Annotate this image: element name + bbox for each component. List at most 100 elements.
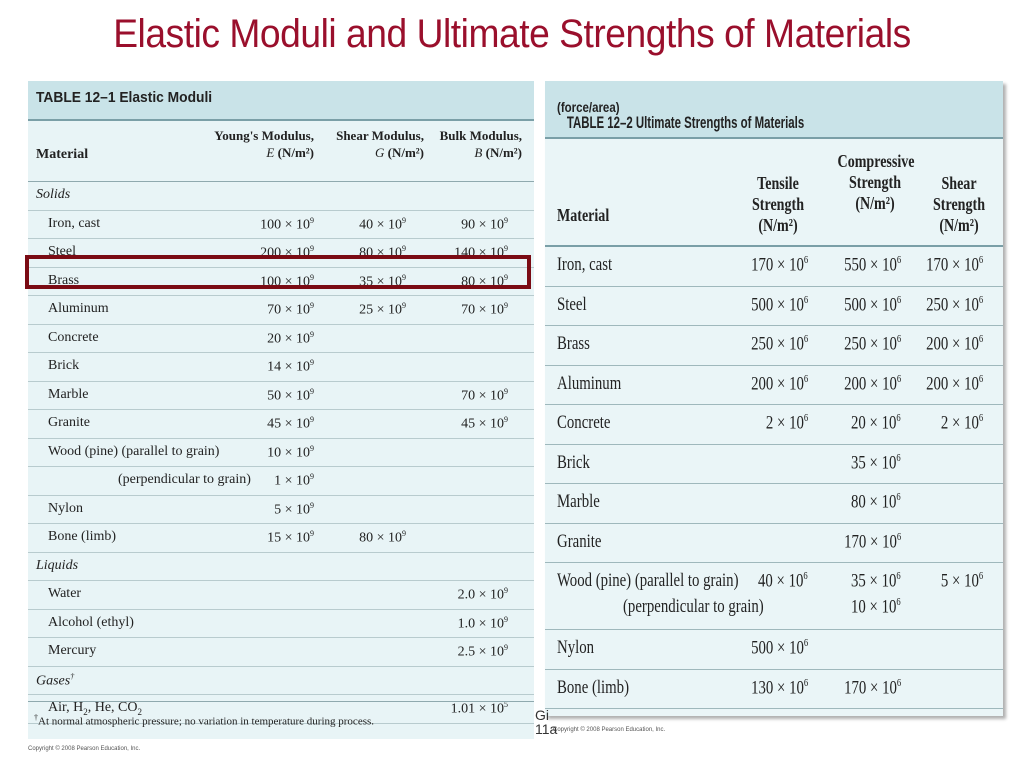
material-name: Liquids [36,557,79,573]
value-cell: 80 × 109 [359,529,406,546]
table-row: Wood (pine) (parallel to grain) (perpendi… [545,563,1003,630]
value-cell: 170 × 106 [750,254,808,276]
header-shear-modulus: Shear Modulus, G (N/m²) [336,128,424,160]
value-cell: 50 × 109 [267,386,314,404]
material-name: Steel [557,293,587,315]
header-shear-strength: Shear Strength (N/m²) [932,173,986,235]
slide-number: Gi 11a [535,707,558,737]
value-cell: 2 × 106 [940,412,983,434]
table-row: Marble 80 × 106 [545,484,1003,524]
value-cell: 25 × 109 [359,301,406,318]
value-cell: 170 × 106 [925,254,983,276]
table-caption: TABLE 12–1 Elastic Moduli [28,81,534,121]
material-name: Marble [557,491,600,512]
material-name: Aluminum [48,301,109,316]
section-row: Liquids [28,553,534,581]
material-name: Bone (limb) [48,529,117,544]
value-cell: 1 × 109 [274,472,314,489]
table-header: Material Young's Modulus, E (N/m²) Shear… [28,121,534,182]
copyright-right: Copyright © 2008 Pearson Education, Inc. [553,727,666,733]
value-cell: 5 × 109 [274,500,314,518]
value-cell: 70 × 109 [461,301,508,318]
material-name-sub: (perpendicular to grain) [623,596,764,617]
table-header: Material Tensile Strength (N/m²) Compress… [545,139,1003,247]
slide-title: Elastic Moduli and Ultimate Strengths of… [113,12,911,56]
table-row: Bone (limb) 130 × 106 170 × 106 [545,670,1003,709]
value-cell: 35 × 106 [851,570,901,592]
table-row: Brick 35 × 106 [545,445,1003,484]
value-cell: 2.5 × 109 [457,643,508,660]
table-row: Brick 14 × 109 [28,353,534,382]
table-body: Iron, cast 170 × 106 550 × 106 170 × 106 Ste… [545,247,1003,709]
material-name: Wood (pine) (parallel to grain) [48,443,220,459]
table-row: Aluminum 70 × 109 25 × 109 70 × 109 [28,296,534,325]
value-cell: 45 × 109 [461,415,508,432]
header-material: Material [36,147,89,162]
table-row: Iron, cast 100 × 109 40 × 109 90 × 109 [28,211,534,239]
material-name: Brass [557,333,590,354]
value-cell: 500 × 106 [750,637,808,659]
table-row: Iron, cast 170 × 106 550 × 106 170 × 106 [545,247,1003,287]
table-row: Steel 500 × 106 500 × 106 250 × 106 [545,287,1003,326]
value-cell: 70 × 109 [461,386,508,404]
brass-row-highlight [25,255,531,289]
material-name: Marble [48,386,89,402]
table-row: Marble 50 × 109 70 × 109 [28,382,534,410]
table-caption: TABLE 12–2 Ultimate Strengths of Materia… [545,81,1003,139]
header-compressive-strength: Compressive Strength (N/m²) [837,151,915,213]
material-name: Wood (pine) (parallel to grain) [557,570,739,591]
value-cell: 20 × 106 [851,412,901,434]
material-name: Aluminum [557,372,622,394]
table-row: Granite 45 × 109 45 × 109 [28,410,534,439]
value-cell: 550 × 106 [843,254,901,276]
value-cell: 200 × 106 [843,372,901,394]
table-row: Bone (limb) 15 × 109 80 × 109 [28,524,534,553]
value-cell: 90 × 109 [461,215,508,233]
material-name: Air, H2, He, CO2 [48,700,142,717]
ultimate-strengths-table: TABLE 12–2 Ultimate Strengths of Materia… [545,81,1003,716]
value-cell: 500 × 106 [750,293,808,315]
material-name: Brass [48,272,80,288]
value-cell: 10 × 106 [851,596,901,618]
table-body: Solids Iron, cast 100 × 109 40 × 109 90 × 10… [28,182,534,724]
material-name: Bone (limb) [557,676,630,698]
value-cell: 40 × 106 [758,570,808,592]
elastic-moduli-table: TABLE 12–1 Elastic Moduli Material Young… [28,81,534,739]
value-cell: 170 × 106 [843,530,901,552]
value-cell: 40 × 109 [359,215,406,233]
value-cell: 10 × 109 [267,443,314,461]
value-cell: 1.0 × 109 [457,614,508,632]
header-tensile-strength: Tensile Strength (N/m²) [751,173,805,235]
section-row: Gases† [28,667,534,695]
material-name: Mercury [48,643,97,658]
header-bulk-modulus: Bulk Modulus, B (N/m²) [439,128,522,160]
value-cell: 2.0 × 109 [457,586,508,603]
value-cell: 80 × 106 [851,491,901,513]
material-name: Gases† [36,671,75,689]
table-row: Aluminum 200 × 106 200 × 106 200 × 106 [545,366,1003,405]
material-name: Brick [48,358,80,373]
value-cell: 14 × 109 [267,358,314,375]
value-cell: 130 × 106 [750,676,808,698]
value-cell: 170 × 106 [843,676,901,698]
header-youngs-modulus: Young's Modulus, E (N/m²) [214,128,314,160]
material-name: Nylon [48,500,83,516]
value-cell: 250 × 106 [843,333,901,355]
value-cell: 200 × 106 [750,372,808,394]
value-cell: 45 × 109 [267,415,314,432]
material-name: Iron, cast [557,254,613,275]
value-cell: 100 × 109 [260,215,314,233]
table-caption-text: TABLE 12–1 Elastic Moduli [36,89,213,106]
material-name: Granite [557,530,602,552]
value-cell: 200 × 106 [925,333,983,355]
material-name: Nylon [557,637,595,658]
header-material: Material [557,205,610,225]
value-cell: 250 × 106 [925,293,983,315]
material-name: Granite [48,415,90,430]
table-row: Nylon 5 × 109 [28,496,534,524]
table-row: Wood (pine) (parallel to grain) 10 × 109 [28,439,534,467]
table-row: Alcohol (ethyl) 1.0 × 109 [28,610,534,638]
value-cell: 2 × 106 [765,412,808,434]
material-name: Brick [557,451,590,473]
value-cell: 15 × 109 [267,529,314,546]
